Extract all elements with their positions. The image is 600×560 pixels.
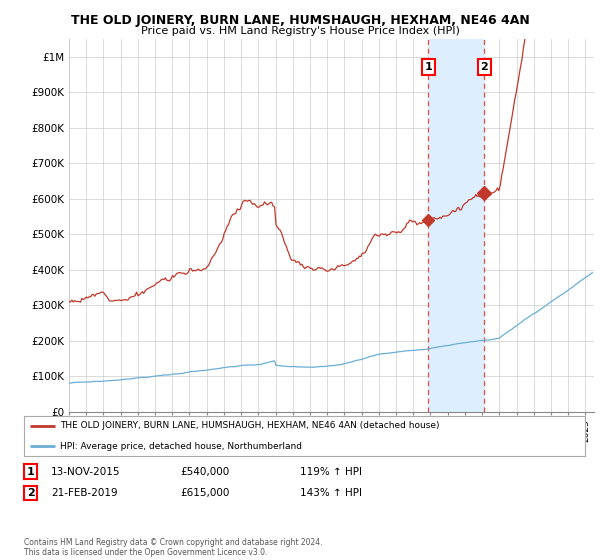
Text: Price paid vs. HM Land Registry's House Price Index (HPI): Price paid vs. HM Land Registry's House …: [140, 26, 460, 36]
Text: 21-FEB-2019: 21-FEB-2019: [51, 488, 118, 498]
Text: Contains HM Land Registry data © Crown copyright and database right 2024.
This d: Contains HM Land Registry data © Crown c…: [24, 538, 323, 557]
Text: 143% ↑ HPI: 143% ↑ HPI: [300, 488, 362, 498]
Text: 2: 2: [481, 62, 488, 72]
Text: THE OLD JOINERY, BURN LANE, HUMSHAUGH, HEXHAM, NE46 4AN: THE OLD JOINERY, BURN LANE, HUMSHAUGH, H…: [71, 14, 529, 27]
Text: HPI: Average price, detached house, Northumberland: HPI: Average price, detached house, Nort…: [61, 442, 302, 451]
Text: £540,000: £540,000: [180, 466, 229, 477]
Text: THE OLD JOINERY, BURN LANE, HUMSHAUGH, HEXHAM, NE46 4AN (detached house): THE OLD JOINERY, BURN LANE, HUMSHAUGH, H…: [61, 421, 440, 430]
Text: 1: 1: [27, 466, 34, 477]
Text: 2: 2: [27, 488, 34, 498]
Text: £615,000: £615,000: [180, 488, 229, 498]
Text: 1: 1: [424, 62, 432, 72]
Bar: [428, 39, 484, 412]
Text: 119% ↑ HPI: 119% ↑ HPI: [300, 466, 362, 477]
Text: 13-NOV-2015: 13-NOV-2015: [51, 466, 121, 477]
